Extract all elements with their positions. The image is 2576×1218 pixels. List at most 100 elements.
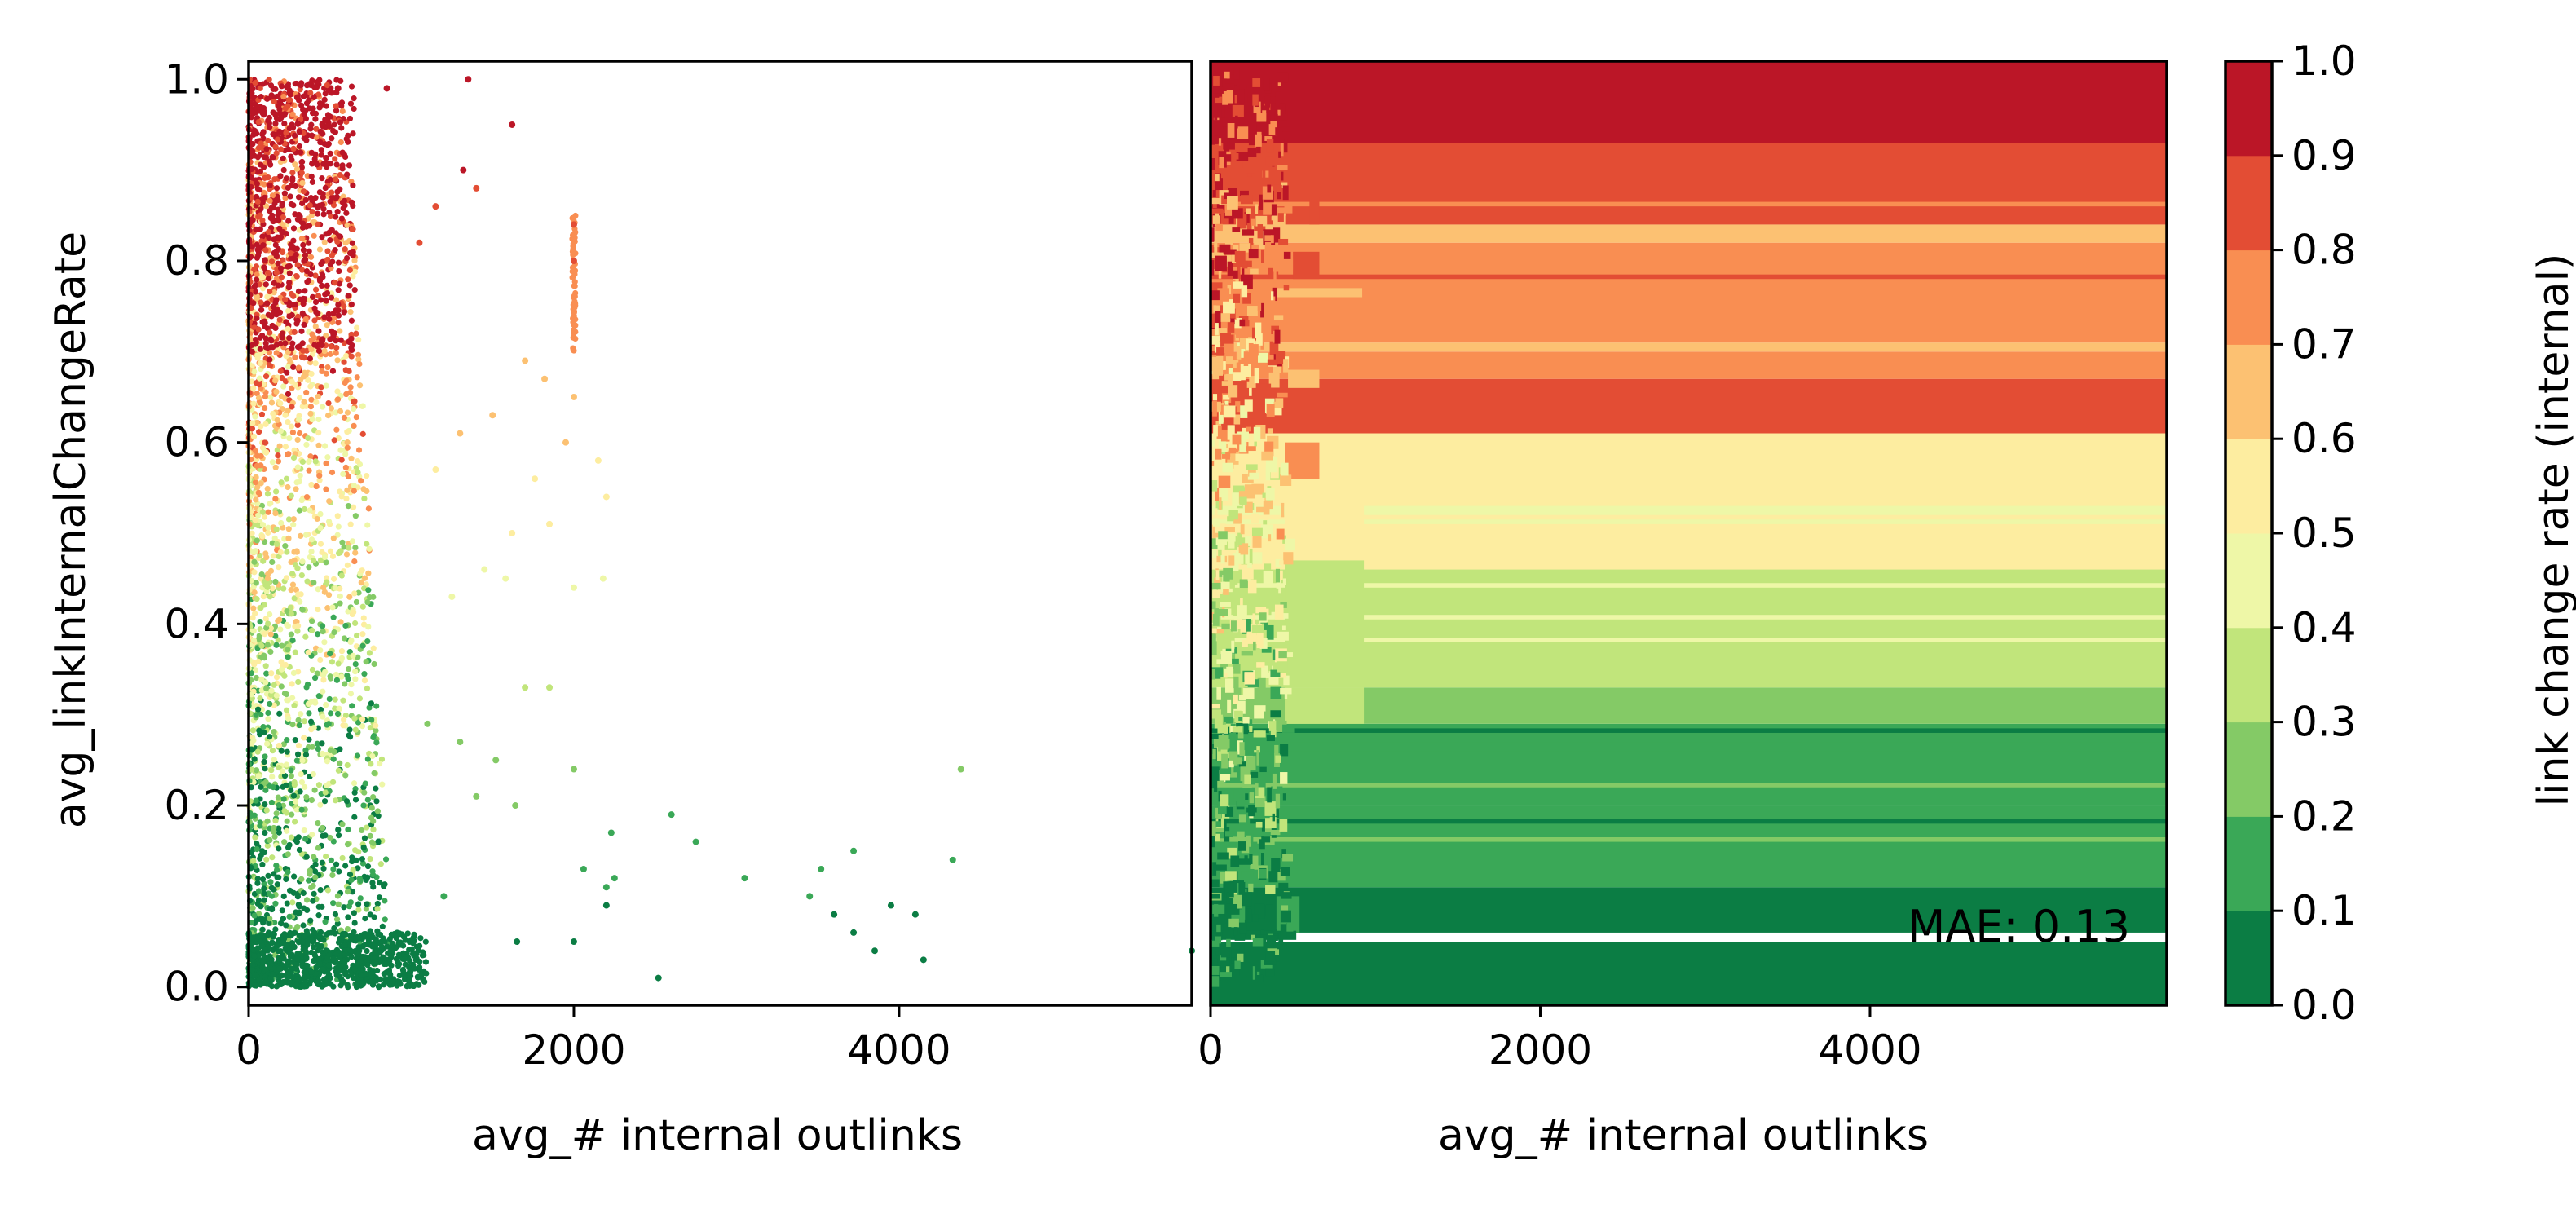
scatter-point — [356, 382, 364, 389]
scatter-point — [268, 939, 275, 946]
scatter-point — [308, 536, 315, 543]
scatter-point — [267, 611, 273, 618]
scatter-point — [269, 774, 276, 780]
scatter-point — [306, 240, 312, 246]
scatter-point — [262, 194, 268, 201]
heatmap-cell — [1212, 457, 1224, 467]
scatter-point — [337, 488, 343, 495]
scatter-point — [287, 91, 293, 98]
scatter-point — [317, 647, 324, 654]
scatter-point — [421, 978, 428, 985]
scatter-point — [266, 239, 272, 246]
scatter-point — [262, 801, 268, 808]
heatmap-cell — [1215, 223, 1223, 232]
scatter-point — [382, 916, 388, 923]
scatter-point — [316, 104, 323, 111]
scatter-point — [337, 619, 344, 625]
scatter-point — [361, 670, 368, 677]
scatter-point — [285, 218, 292, 224]
scatter-point — [602, 884, 610, 891]
scatter-point — [831, 911, 838, 918]
scatter-point — [373, 739, 380, 746]
heatmap-cell — [1253, 122, 1257, 138]
scatter-point — [252, 289, 259, 295]
heatmap-cell — [1216, 426, 1222, 439]
heatmap-cell — [1221, 753, 1228, 769]
scatter-point — [273, 526, 280, 532]
heatmap-cell — [1215, 821, 1221, 827]
heatmap-cell — [1212, 394, 1218, 401]
scatter-point — [249, 740, 255, 747]
scatter-point — [327, 834, 333, 841]
scatter-point — [332, 156, 338, 162]
heatmap-cell — [1248, 342, 1254, 352]
left-y-axis-label: avg_linkInternalChangeRate — [46, 232, 95, 828]
heatmap-cell — [1217, 724, 1228, 734]
scatter-point — [253, 674, 260, 682]
heatmap-cell — [1211, 356, 1221, 371]
scatter-point — [253, 982, 259, 989]
heatmap-cell — [1224, 533, 1236, 542]
scatter-point — [340, 470, 346, 478]
scatter-point — [293, 549, 300, 555]
scatter-point — [301, 905, 307, 911]
scatter-point — [255, 897, 262, 903]
heatmap-cell — [1265, 457, 1278, 473]
scatter-point — [261, 264, 267, 271]
scatter-point — [322, 832, 329, 839]
scatter-point — [256, 381, 262, 388]
scatter-point — [332, 705, 338, 712]
scatter-point — [334, 710, 342, 717]
scatter-point — [338, 125, 345, 131]
heatmap-cell — [1221, 195, 1227, 205]
heatmap-cell — [1271, 858, 1281, 872]
scatter-point — [355, 447, 363, 453]
heatmap-cell — [1251, 218, 1255, 226]
scatter-point — [334, 513, 341, 519]
heatmap-cell — [1250, 268, 1259, 275]
heatmap-cell — [1218, 531, 1228, 540]
scatter-point — [292, 161, 298, 168]
heatmap-cell — [1262, 110, 1267, 121]
scatter-point — [285, 97, 292, 104]
scatter-point — [311, 232, 317, 239]
scatter-point — [570, 345, 576, 351]
scatter-point — [271, 98, 277, 105]
scatter-point — [335, 259, 342, 266]
scatter-point — [342, 942, 348, 948]
scatter-point — [364, 522, 371, 528]
heatmap-cell — [1282, 613, 1289, 619]
scatter-point — [328, 710, 334, 717]
heatmap-stripe — [1211, 201, 2167, 207]
heatmap-cell — [1224, 908, 1228, 916]
scatter-point — [320, 629, 326, 635]
scatter-point — [339, 821, 346, 827]
scatter-point — [299, 607, 306, 613]
scatter-point — [289, 174, 296, 182]
scatter-point — [324, 605, 331, 611]
scatter-point — [265, 872, 271, 879]
colorbar-tick-label: 0.7 — [2291, 320, 2357, 368]
heatmap-cell — [1235, 845, 1242, 859]
scatter-point — [315, 293, 322, 299]
scatter-point — [350, 504, 357, 510]
scatter-point — [351, 268, 358, 275]
scatter-point — [277, 368, 284, 374]
scatter-point — [368, 700, 375, 707]
scatter-point — [254, 355, 261, 361]
scatter-point — [307, 453, 314, 460]
scatter-point — [290, 364, 297, 371]
heatmap-cell — [1284, 693, 1288, 699]
colorbar-swatches — [2225, 61, 2272, 1006]
scatter-point — [324, 579, 330, 585]
heatmap-cell — [1266, 404, 1275, 417]
heatmap-cell — [1244, 672, 1255, 685]
scatter-point — [356, 947, 363, 954]
scatter-point — [375, 838, 382, 845]
heatmap-cell — [1237, 605, 1247, 620]
scatter-point — [272, 241, 279, 248]
scatter-point — [317, 524, 324, 532]
scatter-point — [302, 836, 309, 842]
scatter-point — [347, 309, 354, 316]
heatmap-cell — [1224, 806, 1234, 817]
